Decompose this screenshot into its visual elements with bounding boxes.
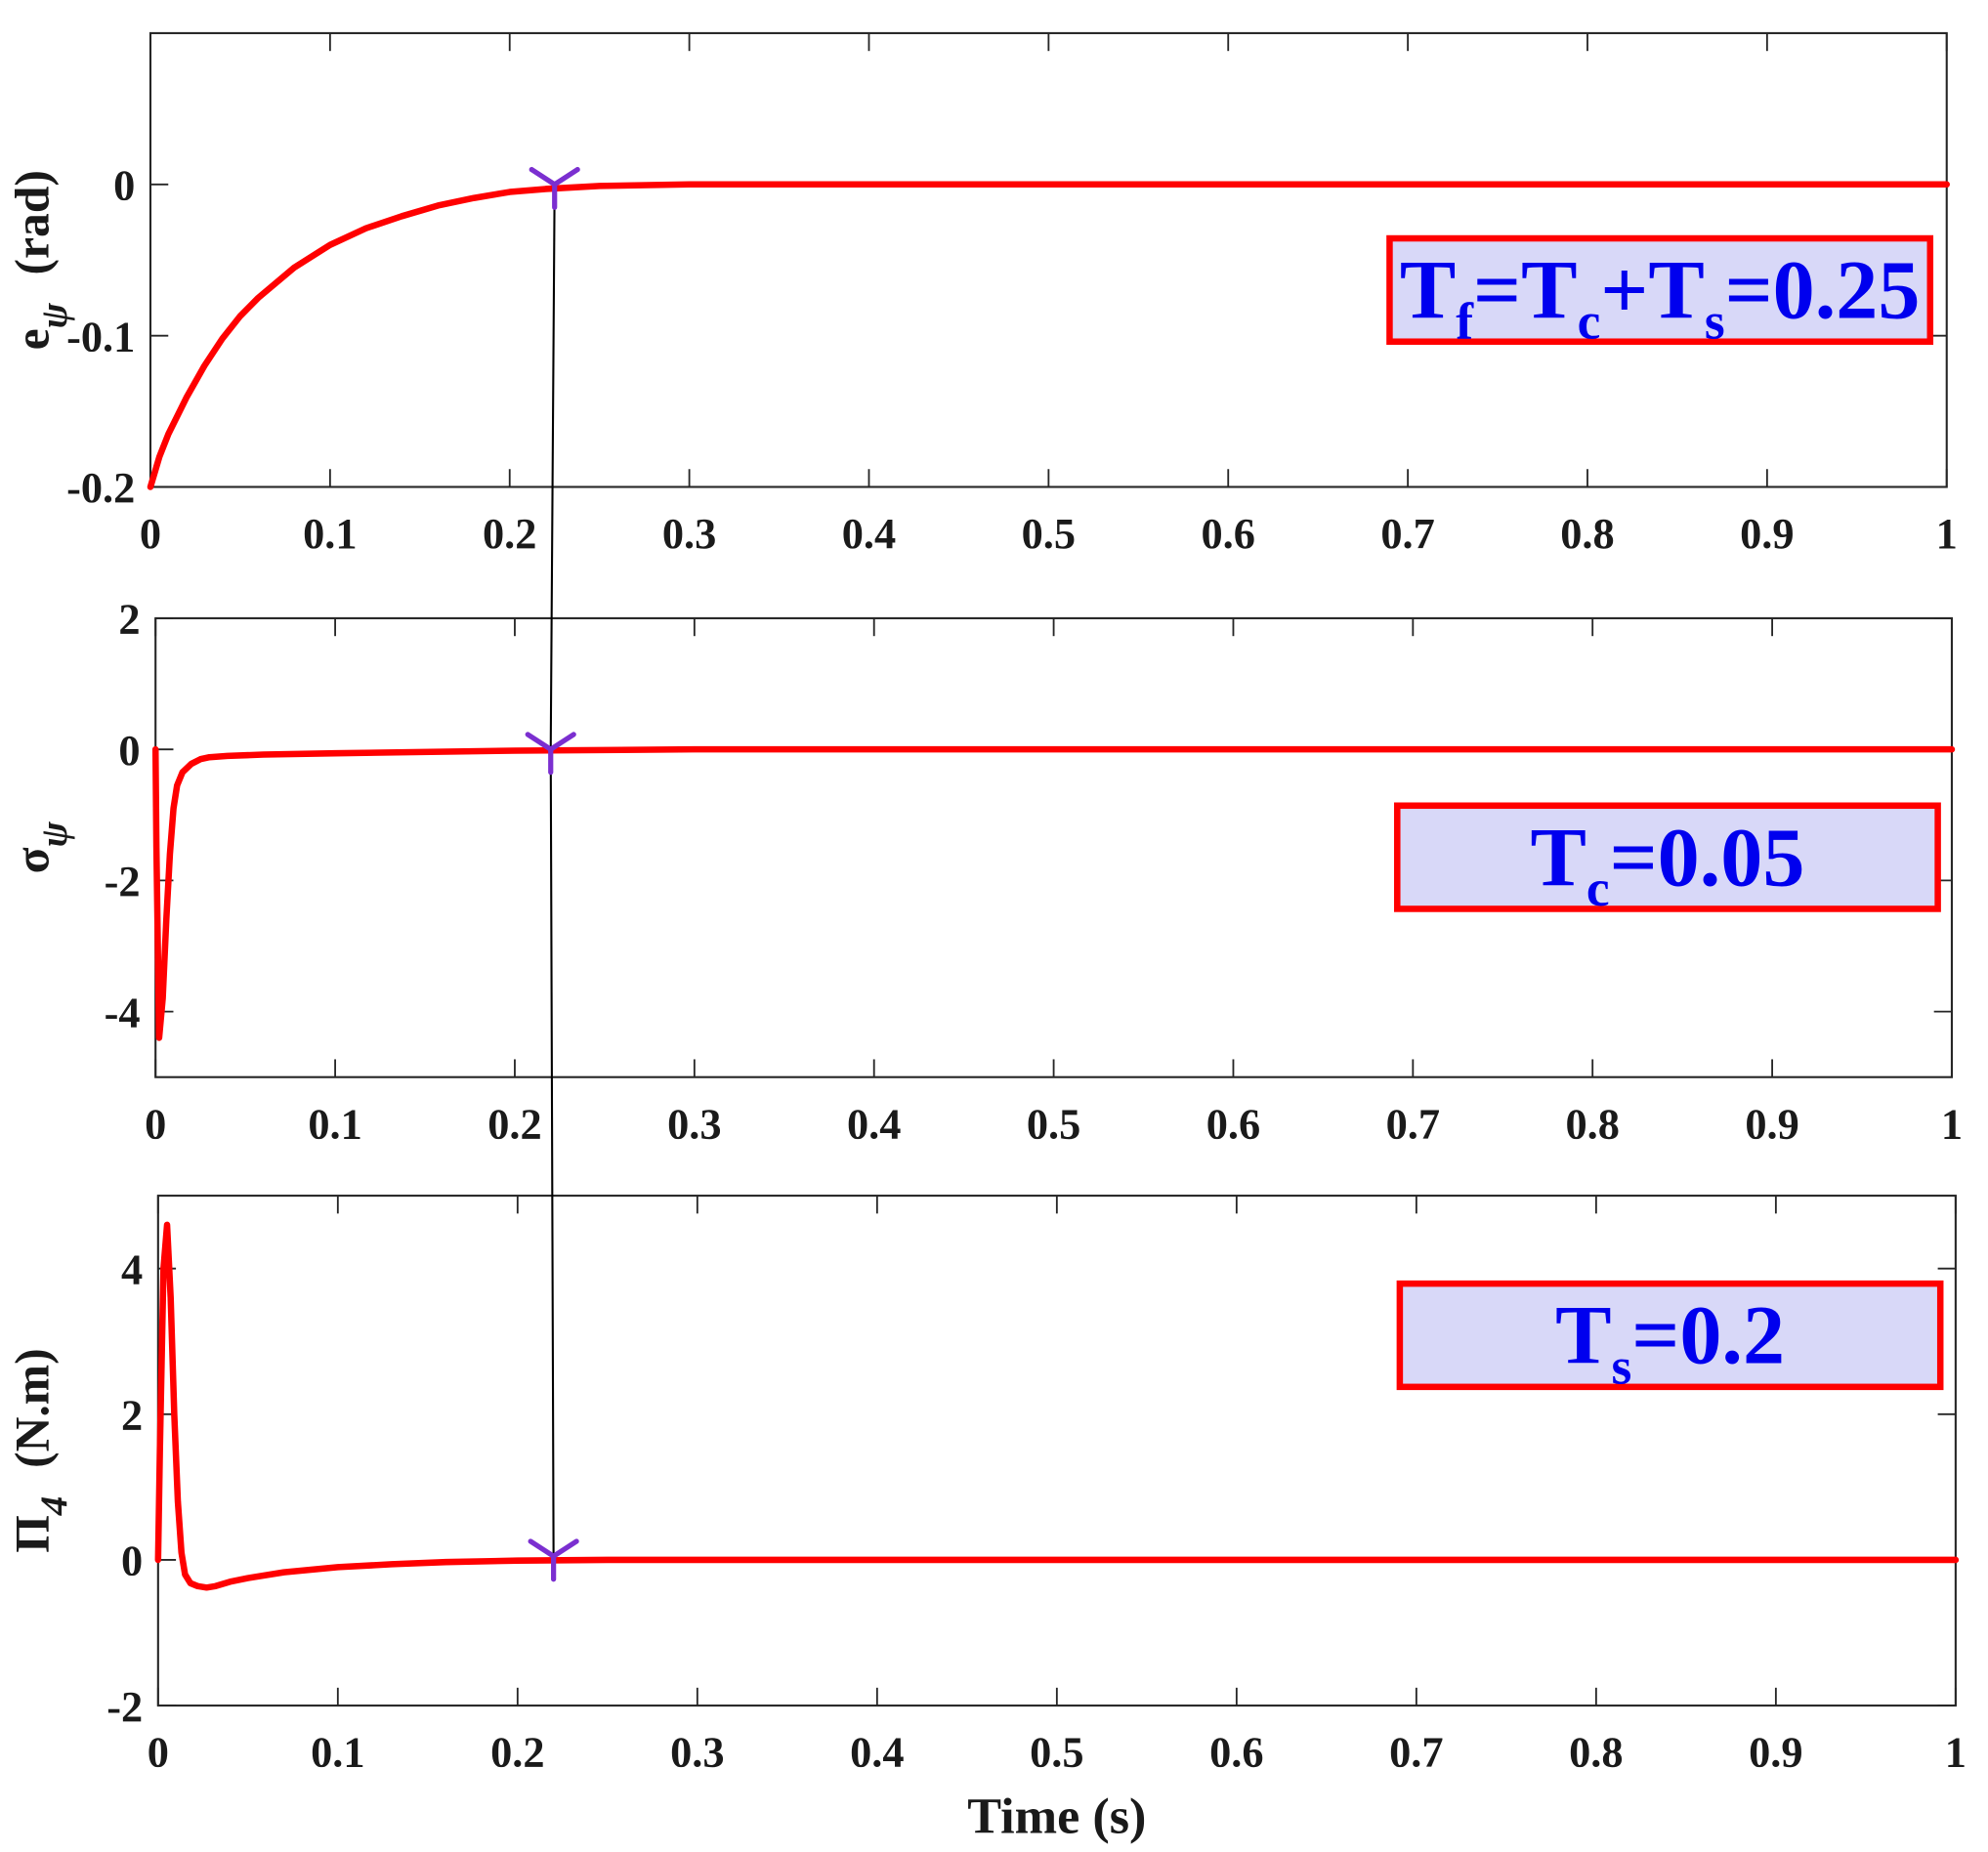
subplot-2: 0 0.1 0.2 0.3 0.4 0.5 0.6 0.7 0.8 0.9 1 -4 -2 0 2 σψ Tc=…	[6, 595, 1963, 1149]
x-tick-label: 0	[148, 1728, 169, 1777]
x-tick-label: 0	[145, 1099, 166, 1148]
x-tick-label: 0.4	[847, 1099, 901, 1148]
x-tick-label: 0.5	[1030, 1728, 1083, 1777]
x-tick-label: 0.2	[483, 509, 536, 558]
x-tick-label: 0.6	[1209, 1728, 1263, 1777]
annotation-text: Ts=0.2	[1555, 1288, 1785, 1396]
x-tick-label: 0.7	[1380, 509, 1434, 558]
y-tick-label: -0.1	[66, 312, 135, 360]
marker-arm	[528, 1538, 557, 1559]
data-marker	[528, 1538, 579, 1582]
series-line	[151, 745, 1956, 1041]
x-tick-label: 1	[1945, 1728, 1967, 1777]
x-tick-label: 0.9	[1745, 1099, 1798, 1148]
y-tick-label: 0	[121, 1536, 143, 1585]
figure-content: 0 0.1 0.2 0.3 0.4 0.5 0.6 0.7 0.8 0.9 1 -0.2 -0.1 0 eψ…	[6, 31, 1967, 1845]
x-tick-label: 0.1	[308, 1099, 361, 1148]
x-tick-label: 0.9	[1749, 1728, 1802, 1777]
y-tick-label: -0.2	[66, 463, 135, 512]
x-axis-label: Time (s)	[967, 1789, 1146, 1845]
x-tick-label: 0.8	[1565, 1099, 1619, 1148]
y-tick-label: 0	[118, 726, 140, 775]
y-tick-label: 0	[113, 160, 135, 209]
subplot-3: 0 0.1 0.2 0.3 0.4 0.5 0.6 0.7 0.8 0.9 1-2024Π4(N.m…	[6, 1195, 1967, 1845]
x-tick-label: 0	[140, 509, 161, 558]
x-tick-label: 1	[1936, 509, 1958, 558]
y-tick-label: -2	[105, 857, 141, 905]
y-tick-label: 2	[118, 595, 140, 644]
x-tick-label: 0.2	[487, 1099, 541, 1148]
subplot-1: 0 0.1 0.2 0.3 0.4 0.5 0.6 0.7 0.8 0.9 1 -0.2 -0.1 0 eψ…	[6, 31, 1958, 558]
data-marker	[529, 166, 580, 210]
annotation-text: Tf=Tc+Ts=0.25	[1400, 243, 1921, 351]
x-tick-label: 0.7	[1389, 1728, 1443, 1777]
x-tick-label: 0.5	[1027, 1099, 1080, 1148]
y-axis-label: Π4(N.m)	[6, 1348, 75, 1552]
series-line	[154, 1221, 1960, 1591]
series-line	[147, 181, 1950, 490]
annotation-box	[1396, 1280, 1944, 1391]
data-marker	[525, 732, 576, 776]
x-tick-label: 0.4	[850, 1728, 904, 1777]
marker-arm	[551, 1538, 579, 1559]
y-tick-label: 2	[121, 1390, 143, 1439]
marker-arm	[525, 732, 554, 752]
x-tick-label: 0.3	[667, 1099, 721, 1148]
x-tick-label: 0.8	[1569, 1728, 1623, 1777]
annotation-box	[1386, 234, 1934, 346]
annotation-box	[1394, 802, 1941, 912]
x-tick-label: 1	[1941, 1099, 1963, 1148]
y-axis-label: eψ(rad)	[6, 170, 75, 350]
x-tick-label: 0.1	[303, 509, 357, 558]
x-tick-label: 0.4	[842, 509, 896, 558]
axes-box	[156, 1195, 1957, 1707]
y-tick-label: -2	[106, 1682, 143, 1731]
y-tick-label: -4	[105, 988, 141, 1036]
x-tick-label: 0.9	[1740, 509, 1794, 558]
x-tick-label: 0.1	[311, 1728, 364, 1777]
marker-arm	[529, 166, 558, 188]
annotation-text: Tc=0.05	[1530, 810, 1804, 917]
x-tick-label: 0.7	[1386, 1099, 1440, 1148]
x-tick-label: 0.2	[490, 1728, 544, 1777]
x-tick-label: 0.8	[1560, 509, 1614, 558]
x-tick-label: 0.6	[1206, 1099, 1260, 1148]
x-tick-label: 0.3	[670, 1728, 724, 1777]
marker-arm	[552, 166, 580, 188]
x-tick-label: 0.5	[1022, 509, 1076, 558]
x-tick-label: 0.3	[662, 509, 716, 558]
x-tick-label: 0.6	[1202, 509, 1255, 558]
marker-arm	[548, 732, 576, 752]
y-tick-label: 4	[121, 1244, 143, 1293]
y-axis-label: σψ	[6, 821, 75, 873]
